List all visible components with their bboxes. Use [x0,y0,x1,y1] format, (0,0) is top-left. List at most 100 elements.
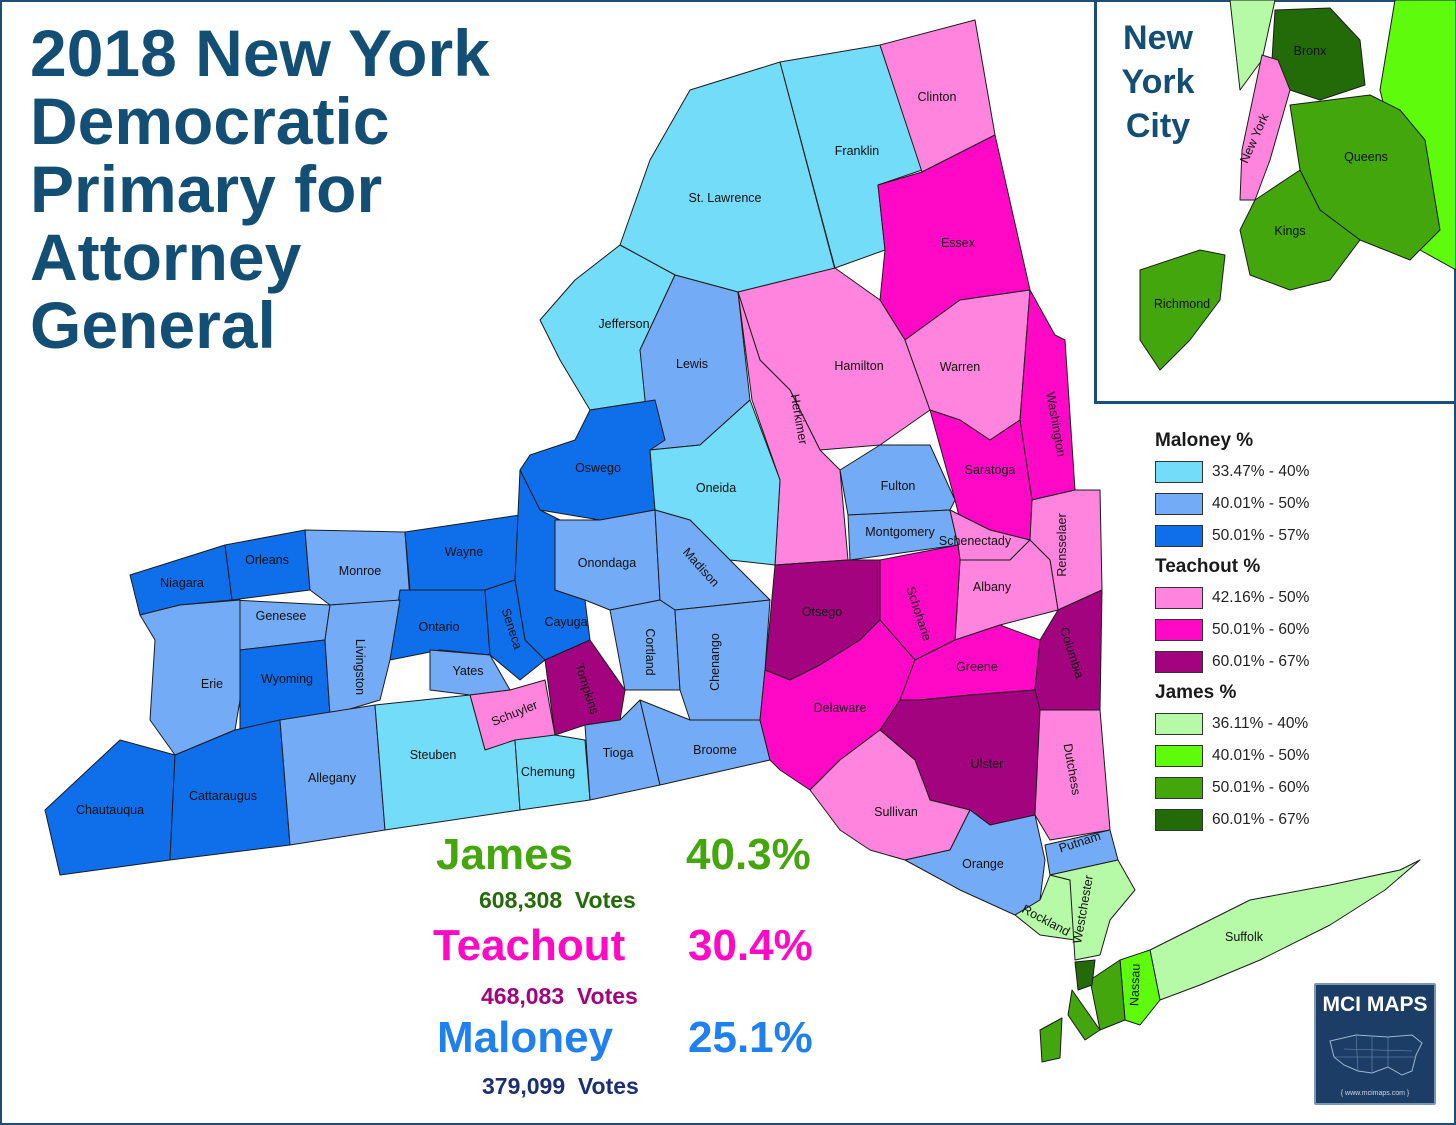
legend-row: 50.01% - 60% [1155,772,1355,804]
inset-title-line-3: City [1125,107,1191,146]
label-franklin: Franklin [835,144,880,158]
label-wayne: Wayne [445,545,483,559]
county-inset-kings[interactable] [1239,169,1361,291]
label-genesee: Genesee [256,609,307,623]
legend-row: 50.01% - 60% [1155,614,1355,646]
title-line-4: Attorney [30,220,302,294]
legend-row: 36.11% - 40% [1155,708,1355,740]
county-inset-richmond[interactable] [1139,249,1226,371]
nyc-inset-frame [1094,0,1454,404]
legend-label: 50.01% - 60% [1212,779,1310,796]
label-chautauqua: Chautauqua [76,803,144,817]
county-westchester[interactable] [1049,859,1136,961]
usa-outline-icon [1329,1034,1423,1076]
result-james-pct: 40.3% [686,830,811,879]
label-otsego: Otsego [802,605,842,619]
label-lewis: Lewis [676,357,708,371]
county-richmond-small[interactable] [1039,1017,1063,1063]
label-jefferson: Jefferson [598,317,649,331]
county-kings-small[interactable] [1067,989,1101,1041]
nyc-inset-title: New York City [1108,16,1208,149]
label-niagara: Niagara [160,576,204,590]
label-chemung: Chemung [521,765,575,779]
label-saratoga: Saratoga [965,463,1016,477]
legend-swatch [1155,809,1203,831]
teachout-votes-count: 468,083 [481,983,565,1009]
label-oneida: Oneida [696,481,736,495]
map-legend: Maloney % 33.47% - 40% 40.01% - 50% 50.0… [1155,426,1355,836]
label-richmond: Richmond [1154,297,1210,311]
county-queens-small[interactable] [1089,959,1126,1031]
legend-label: 60.01% - 67% [1212,811,1310,828]
label-schenectady: Schenectady [939,534,1012,548]
label-yates: Yates [452,664,483,678]
label-livingston: Livingston [353,639,367,695]
label-montgomery: Montgomery [865,525,935,539]
label-hamilton: Hamilton [834,359,883,373]
map-title: 2018 New York Democratic Primary for Att… [30,20,590,360]
result-maloney-votes: 379,099 Votes [482,1073,639,1100]
county-chenango[interactable] [674,599,771,721]
label-queens: Queens [1344,150,1388,164]
label-allegany: Allegany [308,771,357,785]
label-tioga: Tioga [603,746,634,760]
county-inset-new-york[interactable] [1239,54,1291,201]
logo-text: MCI MAPS [1322,993,1428,1016]
legend-heading-teachout: Teachout % [1155,556,1261,577]
label-warren: Warren [940,360,981,374]
maloney-votes-label: Votes [577,1073,639,1099]
label-orange: Orange [962,857,1004,871]
legend-swatch [1155,713,1203,735]
county-bronx-small[interactable] [1074,959,1096,991]
label-erie: Erie [201,677,223,691]
county-herkimer[interactable] [737,291,849,566]
label-broome: Broome [693,743,737,757]
label-nassau: Nassau [1127,963,1142,1006]
legend-label: 60.01% - 67% [1212,653,1310,670]
maloney-votes-count: 379,099 [482,1073,566,1099]
label-steuben: Steuben [410,748,457,762]
legend-row: 40.01% - 50% [1155,488,1355,520]
legend-row: 33.47% - 40% [1155,456,1355,488]
label-sullivan: Sullivan [874,805,918,819]
county-erie[interactable] [139,599,241,756]
label-chenango: Chenango [708,633,722,691]
county-orange[interactable] [904,809,1046,916]
label-suffolk: Suffolk [1225,930,1264,944]
label-orleans: Orleans [245,553,289,567]
result-teachout-pct: 30.4% [688,921,813,970]
teachout-votes-label: Votes [576,983,638,1009]
county-dutchess[interactable] [1034,709,1111,841]
legend-label: 50.01% - 57% [1212,527,1310,544]
inset-title-line-1: New [1123,19,1193,57]
legend-swatch [1155,651,1203,673]
legend-swatch [1155,777,1203,799]
label-ontario: Ontario [419,620,460,634]
label-cayuga: Cayuga [544,615,587,629]
james-votes-label: Votes [574,887,636,913]
legend-swatch [1155,619,1203,641]
county-oswego[interactable] [519,399,666,521]
county-livingston[interactable] [324,599,401,716]
legend-label: 36.11% - 40% [1212,715,1309,732]
title-line-3: Primary for [30,152,383,226]
legend-label: 50.01% - 60% [1212,621,1310,638]
result-teachout-name: Teachout [433,921,626,970]
legend-swatch [1155,493,1203,515]
label-wyoming: Wyoming [261,672,313,686]
result-james-votes: 608,308 Votes [479,887,636,914]
legend-swatch [1155,745,1203,767]
label-bronx: Bronx [1294,44,1327,58]
legend-label: 40.01% - 50% [1212,747,1310,764]
legend-row: 50.01% - 57% [1155,520,1355,552]
legend-row: 60.01% - 67% [1155,646,1355,678]
label-cattaraugus: Cattaraugus [189,789,257,803]
label-monroe: Monroe [339,564,381,578]
result-maloney-name: Maloney [437,1013,614,1062]
legend-row: 40.01% - 50% [1155,740,1355,772]
result-james-name: James [436,830,574,879]
county-suffolk[interactable] [1149,859,1421,1001]
legend-row: 60.01% - 67% [1155,804,1355,836]
legend-heading-james: James % [1155,682,1237,703]
